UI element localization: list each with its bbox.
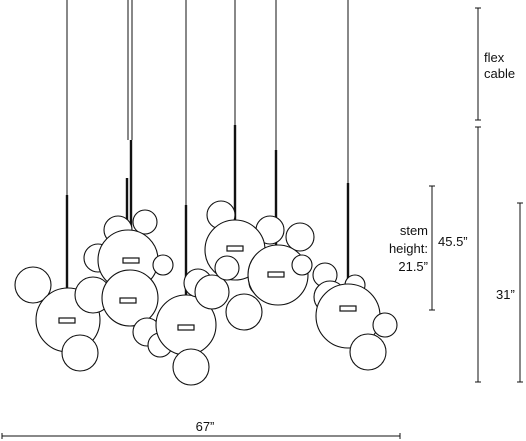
overall-height-label: 45.5” bbox=[438, 234, 468, 249]
cable-label: cable bbox=[484, 66, 515, 81]
stem-height-label: height: bbox=[389, 241, 428, 256]
width-label: 67” bbox=[196, 419, 215, 434]
stem-label: stem bbox=[400, 223, 428, 238]
drop-label: 31” bbox=[496, 287, 515, 302]
chandelier bbox=[14, 0, 398, 386]
flex-label: flex bbox=[484, 50, 505, 65]
stem-height-value: 21.5” bbox=[398, 259, 428, 274]
dimension-lines bbox=[1, 7, 523, 439]
